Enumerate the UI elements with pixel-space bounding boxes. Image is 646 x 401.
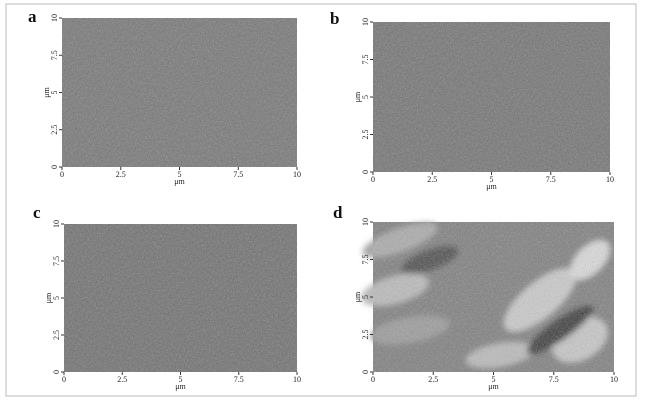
texture [373, 222, 614, 372]
y-tick-label: 7.5 [50, 50, 59, 60]
y-tick-label: 5 [52, 296, 61, 300]
y-tick-label: 5 [361, 295, 370, 299]
x-tick-label: 10 [293, 375, 301, 384]
y-tick-label: 7.5 [361, 255, 370, 265]
y-tick-label: 10 [50, 14, 59, 22]
y-tick-label: 7.5 [361, 55, 370, 65]
figure: a 0 2.5 5 7.5 10 μm 0 2.5 5 7.5 10 μm b 0 2.5 5 7.5 10 μm 0 2… [0, 0, 646, 401]
x-tick-label: 0 [371, 175, 375, 184]
y-axis-label: μm [44, 292, 53, 303]
x-tick-label: 0 [371, 375, 375, 384]
x-tick-label: 7.5 [234, 375, 244, 384]
y-tick-label: 0 [361, 370, 370, 374]
x-tick-label: 7.5 [233, 170, 243, 179]
y-axis-label: μm [353, 291, 362, 302]
y-tick-label: 10 [361, 218, 370, 226]
y-tick-label: 10 [52, 220, 61, 228]
y-tick-label: 10 [361, 18, 370, 26]
x-axis-label: μm [175, 382, 186, 391]
x-tick-label: 10 [293, 170, 301, 179]
y-axis-label: μm [42, 86, 51, 97]
texture [373, 22, 610, 172]
panel-label: b [330, 9, 339, 28]
panel-label: c [33, 203, 41, 222]
x-axis-label: μm [486, 182, 497, 191]
y-tick-label: 5 [361, 95, 370, 99]
y-tick-label: 7.5 [52, 256, 61, 266]
y-tick-label: 5 [50, 91, 59, 95]
y-tick-label: 2.5 [52, 330, 61, 340]
y-tick-label: 2.5 [361, 130, 370, 140]
x-tick-label: 2.5 [428, 375, 438, 384]
x-tick-label: 10 [606, 175, 614, 184]
y-tick-label: 2.5 [361, 330, 370, 340]
texture [62, 18, 297, 167]
x-tick-label: 0 [60, 170, 64, 179]
panel-label: d [333, 203, 343, 222]
texture [64, 224, 297, 372]
x-tick-label: 7.5 [546, 175, 556, 184]
page: a 0 2.5 5 7.5 10 μm 0 2.5 5 7.5 10 μm b 0 2.5 5 7.5 10 μm 0 2… [0, 0, 646, 401]
x-tick-label: 2.5 [116, 170, 126, 179]
y-tick-label: 0 [50, 165, 59, 169]
y-axis-label: μm [353, 91, 362, 102]
x-axis-label: μm [174, 177, 185, 186]
y-tick-label: 2.5 [50, 125, 59, 135]
x-axis-label: μm [488, 382, 499, 391]
x-tick-label: 2.5 [427, 175, 437, 184]
x-tick-label: 10 [610, 375, 618, 384]
y-tick-label: 0 [361, 170, 370, 174]
x-tick-label: 0 [62, 375, 66, 384]
panel-label: a [28, 7, 37, 26]
y-tick-label: 0 [52, 370, 61, 374]
x-tick-label: 7.5 [549, 375, 559, 384]
x-tick-label: 2.5 [117, 375, 127, 384]
